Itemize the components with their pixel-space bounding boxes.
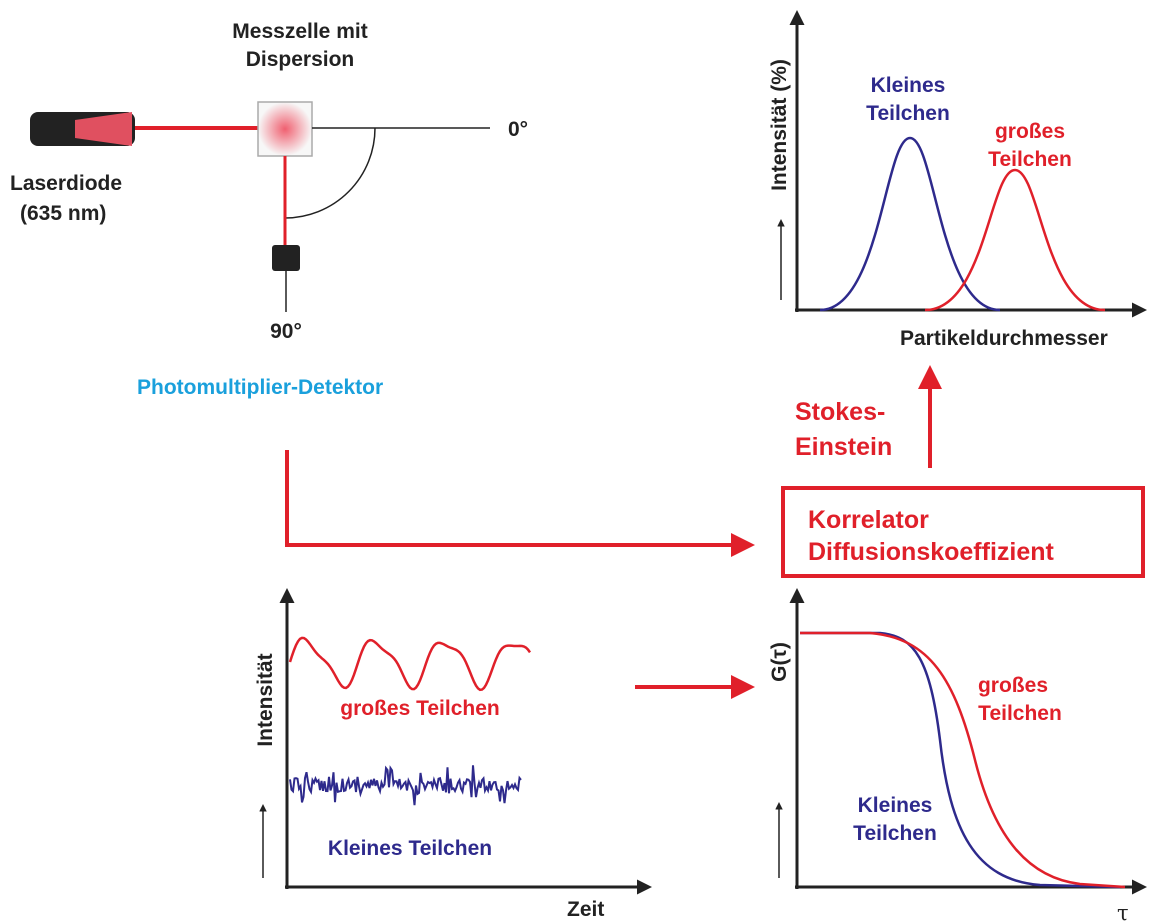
- large-particle-signal: [288, 636, 532, 692]
- large-particle-curve: [924, 168, 1106, 312]
- y-axis-label: Intensität: [254, 653, 277, 746]
- correlator-box: [781, 486, 1145, 578]
- small-particle-curve: [800, 631, 1121, 889]
- small-particle-signal: [289, 765, 522, 806]
- x-axis-label: Zeit: [567, 898, 604, 921]
- x-axis-label: τ: [1117, 901, 1129, 924]
- large-label: großes Teilchen: [340, 697, 499, 720]
- measuring-cell: [257, 101, 313, 157]
- stokes-label: Einstein: [795, 433, 892, 461]
- small-label: Kleines Teilchen: [328, 837, 492, 860]
- small-label: Teilchen: [866, 102, 950, 125]
- x-axis-label: Partikeldurchmesser: [900, 327, 1108, 350]
- small-particle-curve: [819, 136, 1001, 312]
- large-label: Teilchen: [988, 148, 1072, 171]
- angle-0: 0°: [508, 118, 528, 141]
- large-particle-curve: [800, 631, 1126, 889]
- cell-label: Dispersion: [246, 48, 355, 71]
- large-label: großes: [995, 120, 1065, 143]
- angle-90: 90°: [270, 320, 302, 343]
- cell-label: Messzelle mit: [232, 20, 367, 43]
- large-label: Teilchen: [978, 702, 1062, 725]
- flow-arrow: [285, 450, 755, 557]
- stokes-label: Stokes-: [795, 398, 885, 426]
- y-axis-label: Intensität (%): [768, 59, 791, 191]
- small-label: Kleines: [871, 74, 946, 97]
- laser-label: Laserdiode: [10, 172, 122, 195]
- small-label: Teilchen: [853, 822, 937, 845]
- detector-label: Photomultiplier-Detektor: [137, 376, 383, 399]
- detector: [272, 245, 300, 271]
- correlator-label: Diffusionskoeffizient: [808, 538, 1055, 566]
- angle-arc: [284, 127, 376, 219]
- laser-beam-cone: [75, 112, 132, 146]
- laser-label: (635 nm): [20, 202, 106, 225]
- small-label: Kleines: [858, 794, 933, 817]
- y-axis-label: G(τ): [768, 642, 791, 682]
- large-label: großes: [978, 674, 1048, 697]
- correlator-label: Korrelator: [808, 506, 929, 534]
